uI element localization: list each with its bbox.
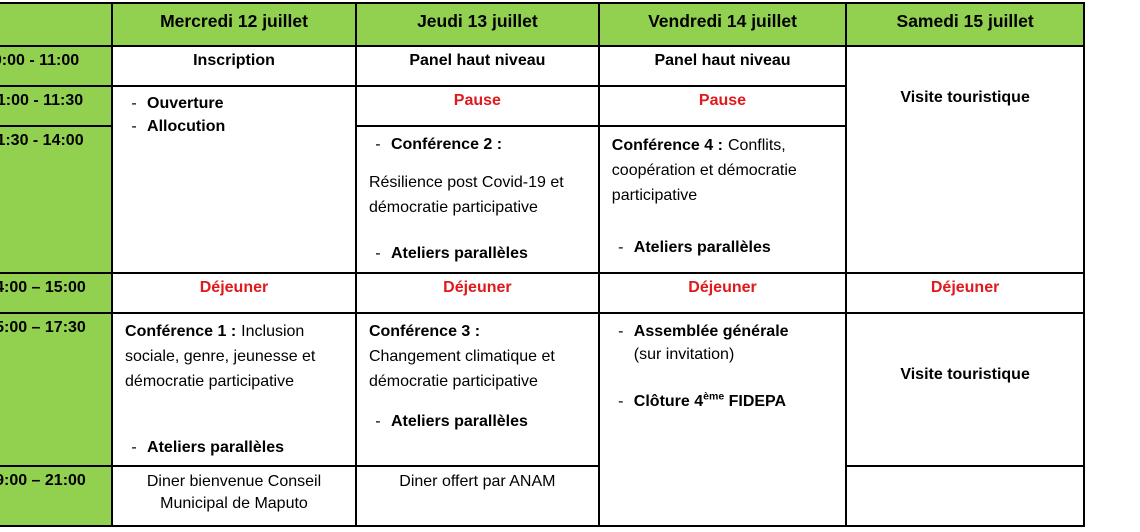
- ateliers-label: Ateliers parallèles: [147, 439, 284, 456]
- conference-2-title: Conférence 2 :: [390, 136, 503, 153]
- row-15-1730: 15:00 – 17:30 Conférence 1 :Inclusion so…: [0, 312, 1085, 527]
- dash-bullet: -: [618, 239, 624, 256]
- conference-1-title: Conférence 1 :: [125, 323, 237, 340]
- list-item-assemblee: - Assemblée générale (sur invitation): [601, 320, 844, 366]
- time-slot-1: 9:00 - 11:00: [0, 45, 114, 87]
- cell-diner-jeudi: Diner offert par ANAM: [354, 465, 600, 527]
- time-slot-6: 19:00 – 21:00: [0, 465, 114, 527]
- dash-bullet: -: [618, 323, 624, 340]
- cell-dejeuner-mercredi: Déjeuner: [111, 272, 357, 314]
- dash-bullet: -: [131, 95, 137, 112]
- cell-visite-touristique-afternoon: Visite touristique: [845, 312, 1085, 467]
- dash-bullet: -: [375, 245, 381, 262]
- row-1130-14: 11:30 - 14:00 - Conférence 2 : Résilienc…: [0, 125, 1084, 274]
- conference-4-title: Conférence 4 :: [611, 137, 723, 154]
- day-header-vendredi: Vendredi 14 juillet: [597, 2, 848, 47]
- conference-3-title: Conférence 3 :: [368, 323, 481, 340]
- cell-conference-1: Conférence 1 : Inclusion sociale, genre, …: [111, 312, 357, 467]
- list-item-allocution: - Allocution: [114, 115, 354, 138]
- conference-1-paragraph: Conférence 1 : Inclusion sociale, genre, …: [114, 319, 354, 394]
- fidepa-text: FIDEPA: [724, 393, 787, 410]
- list-item-ouverture: - Ouverture: [114, 92, 354, 115]
- list-item-ateliers-jeudi-pm: - Ateliers parallèles: [358, 410, 597, 433]
- dash-bullet: -: [618, 393, 624, 410]
- row-9-11: 9:00 - 11:00 Inscription Panel haut nive…: [0, 45, 1085, 274]
- conference-2-description: Résilience post Covid-19 et démocratie p…: [368, 174, 564, 216]
- cell-pause-vendredi: Pause: [597, 85, 848, 127]
- row-diner: 19:00 – 21:00 Diner bienvenue Conseil Mu…: [0, 465, 1085, 527]
- cloture-fidepa-label: Clôture 4ème FIDEPA: [634, 390, 786, 413]
- dash-bullet: -: [131, 439, 137, 456]
- cell-diner-mercredi: Diner bienvenue Conseil Municipal de Map…: [111, 465, 357, 527]
- time-slot-3: 11:30 - 14:00: [0, 125, 114, 274]
- conference-3-description: Changement climatique et démocratie part…: [368, 348, 555, 390]
- cell-visite-touristique-morning: Visite touristique: [845, 45, 1085, 274]
- allocution-label: Allocution: [147, 118, 226, 135]
- row-11-1130: 11:00 - 11:30 - Ouverture - Allocution P…: [0, 85, 1084, 274]
- conference-1-description: Inclusion sociale, genre, jeunesse et dé…: [125, 323, 316, 390]
- day-header-mercredi: Mercredi 12 juillet: [111, 2, 357, 47]
- ateliers-label: Ateliers parallèles: [390, 413, 528, 430]
- ouverture-label: Ouverture: [147, 95, 224, 112]
- cell-dejeuner-jeudi: Déjeuner: [354, 272, 600, 314]
- cell-panel-vendredi: Panel haut niveau: [597, 45, 848, 87]
- dash-bullet: -: [375, 136, 381, 153]
- time-column-header: [0, 2, 114, 47]
- cell-conference-4: Conférence 4 : Conflits, coopération et d…: [597, 125, 848, 274]
- time-slot-4: 14:00 – 15:00: [0, 272, 114, 314]
- list-item-ateliers-mercredi: - Ateliers parallèles: [114, 436, 354, 459]
- cell-assemblee-cloture: - Assemblée générale (sur invitation) - …: [597, 312, 848, 527]
- ateliers-label: Ateliers parallèles: [633, 239, 771, 256]
- cloture-text: Clôture 4: [633, 393, 704, 410]
- list-item-ateliers-jeudi: - Ateliers parallèles: [358, 242, 597, 265]
- header-row: Mercredi 12 juillet Jeudi 13 juillet Ven…: [0, 2, 1085, 47]
- day-header-jeudi: Jeudi 13 juillet: [354, 2, 600, 47]
- cell-dejeuner-samedi: Déjeuner: [845, 272, 1085, 314]
- cell-pause-jeudi: Pause: [354, 85, 600, 127]
- dash-bullet: -: [131, 118, 137, 135]
- list-item-ateliers-vendredi: - Ateliers parallèles: [601, 236, 844, 259]
- conference-4-paragraph: Conférence 4 : Conflits, coopération et d…: [601, 133, 844, 208]
- list-item-cloture: - Clôture 4ème FIDEPA: [601, 390, 844, 413]
- dash-bullet: -: [375, 413, 381, 430]
- cell-panel-jeudi: Panel haut niveau: [354, 45, 600, 87]
- assemblee-generale-label: Assemblée générale: [633, 323, 789, 340]
- cell-inscription: Inscription: [111, 45, 357, 87]
- conference-4-description: Conflits, coopération et démocratie part…: [611, 137, 797, 204]
- cell-conference-3: Conférence 3 : Changement climatique et …: [354, 312, 600, 467]
- cell-dejeuner-vendredi: Déjeuner: [597, 272, 848, 314]
- sur-invitation-note: (sur invitation): [633, 346, 735, 363]
- time-slot-2: 11:00 - 11:30: [0, 85, 114, 127]
- ateliers-label: Ateliers parallèles: [390, 245, 528, 262]
- day-header-samedi: Samedi 15 juillet: [845, 2, 1085, 47]
- cell-ouverture-allocution: - Ouverture - Allocution: [111, 85, 357, 274]
- cloture-ordinal: ème: [703, 390, 725, 403]
- time-slot-5: 15:00 – 17:30: [0, 312, 114, 467]
- cell-conference-2: - Conférence 2 : Résilience post Covid-1…: [354, 125, 600, 274]
- list-item-conference-2: - Conférence 2 :: [358, 133, 597, 156]
- row-dejeuner: 14:00 – 15:00 Déjeuner Déjeuner Déjeuner…: [0, 272, 1085, 314]
- cell-empty-samedi: [845, 465, 1085, 527]
- conference-schedule-table: Mercredi 12 juillet Jeudi 13 juillet Ven…: [0, 2, 1085, 527]
